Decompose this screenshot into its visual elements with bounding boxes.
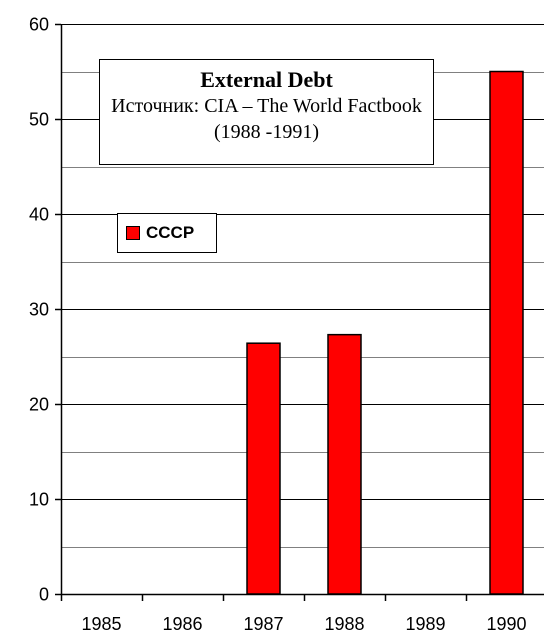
y-tick-label: 50 [29,110,49,130]
y-tick-label: 20 [29,395,49,415]
x-tick-label: 1986 [162,614,202,634]
legend-label: СССР [146,223,195,242]
x-tick-labels: 1985 1986 1987 1988 1989 1990 [60,594,527,634]
legend-swatch [126,226,140,240]
bar-1988 [327,333,362,595]
x-tick-label: 1989 [405,614,445,634]
legend: СССР [117,213,217,253]
chart-title: External Debt [200,67,333,92]
x-tick-label: 1987 [243,614,283,634]
bars [246,70,524,595]
y-tick-label: 30 [29,300,49,320]
y-tick-label: 10 [29,490,49,510]
y-tick-label: 60 [29,15,49,35]
axes [60,24,544,596]
chart-title-box: External Debt Источник: CIA – The World … [99,59,434,165]
y-tick-labels: 0 10 20 30 40 50 60 [29,15,61,605]
y-tick-label: 0 [39,585,49,605]
y-tick-label: 40 [29,205,49,225]
x-tick-label: 1988 [324,614,364,634]
bar-1987 [246,342,281,595]
x-tick-label: 1990 [486,614,526,634]
bar-1990 [489,70,524,595]
chart-subtitle: Источник: CIA – The World Factbook (1988… [111,95,422,143]
x-tick-label: 1985 [81,614,121,634]
